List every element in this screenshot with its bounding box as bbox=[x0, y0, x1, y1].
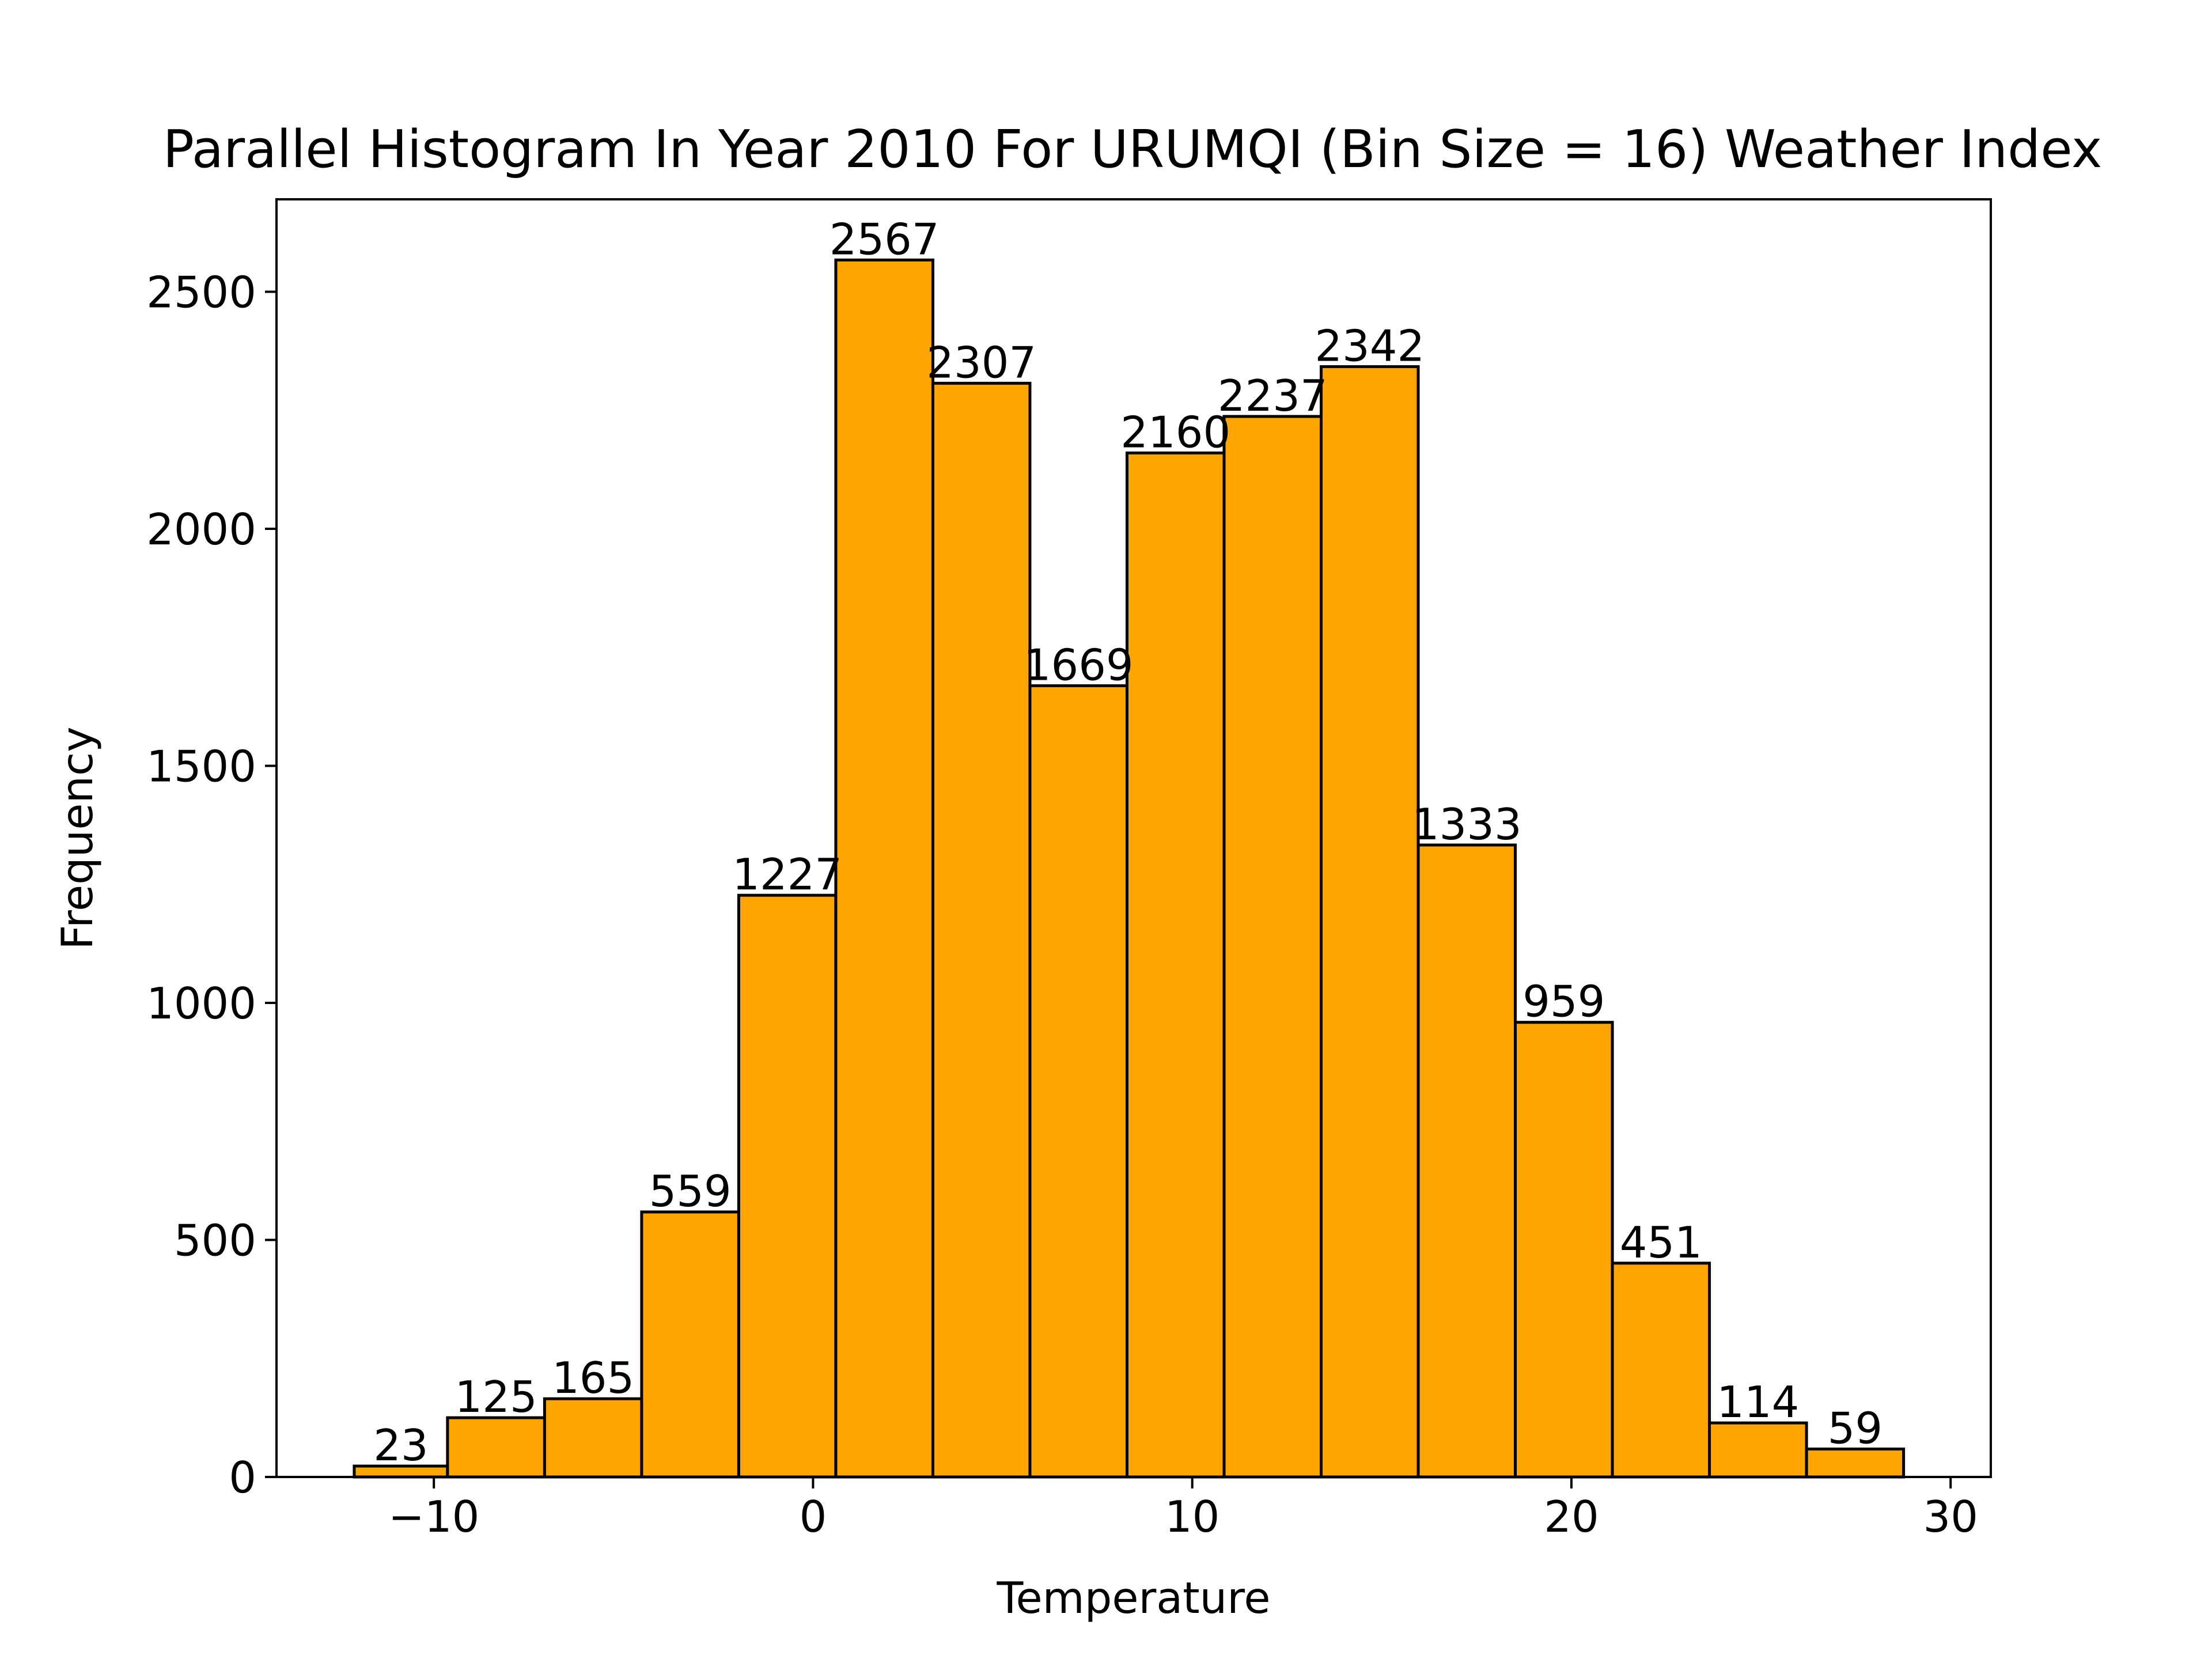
histogram-bar bbox=[836, 260, 933, 1477]
bar-value-label: 559 bbox=[649, 1166, 732, 1217]
histogram-bar bbox=[1418, 845, 1516, 1477]
x-axis-label: Temperature bbox=[996, 1573, 1270, 1623]
bar-value-label: 125 bbox=[455, 1372, 537, 1422]
histogram-bar bbox=[1710, 1423, 1807, 1477]
histogram-bar bbox=[1612, 1263, 1710, 1477]
chart-title: Parallel Histogram In Year 2010 For URUM… bbox=[163, 119, 2103, 180]
bar-value-label: 959 bbox=[1522, 976, 1605, 1027]
bar-value-label: 1333 bbox=[1412, 799, 1522, 850]
bar-value-label: 2160 bbox=[1120, 407, 1230, 457]
bar-value-label: 59 bbox=[1828, 1403, 1883, 1453]
bar-value-label: 114 bbox=[1717, 1377, 1799, 1427]
bar-value-label: 1227 bbox=[732, 849, 842, 900]
x-tick-label: 30 bbox=[1923, 1491, 1978, 1542]
bar-value-label: 165 bbox=[552, 1353, 634, 1403]
bar-value-label: 2237 bbox=[1218, 370, 1328, 421]
bar-value-label: 1669 bbox=[1024, 639, 1134, 690]
y-axis-label: Frequency bbox=[52, 726, 103, 949]
y-tick-label: 1500 bbox=[146, 741, 256, 791]
x-tick-label: 10 bbox=[1165, 1491, 1219, 1542]
histogram-bar bbox=[448, 1418, 545, 1477]
y-tick-label: 1000 bbox=[146, 978, 256, 1029]
y-tick-label: 500 bbox=[174, 1215, 256, 1266]
x-tick-label: 0 bbox=[800, 1491, 827, 1542]
histogram-bar bbox=[738, 895, 836, 1477]
histogram-bar bbox=[933, 383, 1030, 1477]
y-tick-label: 0 bbox=[229, 1452, 256, 1503]
histogram-bar bbox=[1127, 453, 1224, 1477]
bar-value-label: 23 bbox=[373, 1420, 428, 1471]
bar-value-label: 451 bbox=[1620, 1217, 1702, 1268]
x-tick-label: −10 bbox=[388, 1491, 479, 1542]
histogram-bar bbox=[544, 1399, 642, 1477]
histogram-bar bbox=[1321, 367, 1419, 1477]
histogram-bar bbox=[642, 1212, 739, 1477]
histogram-bar bbox=[1224, 416, 1321, 1477]
histogram-bar bbox=[1516, 1022, 1613, 1477]
y-tick-label: 2000 bbox=[146, 504, 256, 555]
y-tick-label: 2500 bbox=[146, 267, 256, 317]
bar-value-label: 2307 bbox=[926, 337, 1036, 388]
x-tick-label: 20 bbox=[1544, 1491, 1599, 1542]
histogram-bar bbox=[1030, 685, 1127, 1477]
bar-value-label: 2567 bbox=[830, 214, 940, 264]
bar-value-label: 2342 bbox=[1315, 321, 1425, 372]
